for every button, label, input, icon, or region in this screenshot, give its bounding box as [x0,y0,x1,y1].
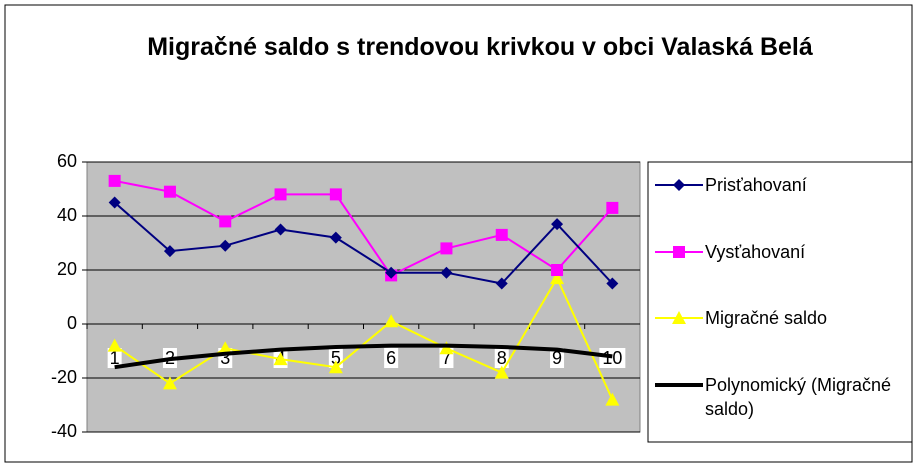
legend-box [647,161,913,443]
series-line [113,201,614,285]
marker [163,185,176,198]
x-label-bg [107,348,122,368]
series-line [114,275,614,401]
x-tick-label: 8 [497,348,507,368]
series-line [114,343,613,370]
marker [219,239,232,252]
marker [384,314,399,328]
x-label-bg [599,348,626,368]
x-label-bg [494,348,509,368]
marker [162,376,177,390]
x-label-bg [550,348,565,368]
legend-label: Polynomický (Migračné saldo) [705,375,892,419]
y-tick-label: -20 [51,367,77,387]
plot-area [86,161,641,433]
marker [108,174,121,187]
legend-marker [672,311,686,324]
marker [107,338,122,352]
x-tick-label: 7 [441,348,451,368]
marker [328,360,343,374]
marker [606,201,619,214]
y-tick-label: 20 [57,259,77,279]
marker [385,266,398,279]
marker [550,271,565,285]
marker [495,228,508,241]
marker [163,245,176,258]
marker [108,196,121,209]
marker [606,277,619,290]
legend-marker [673,246,685,258]
chart-title: Migračné saldo s trendovou krivkou v obc… [147,33,813,61]
marker [274,188,287,201]
marker [218,341,233,355]
marker [329,188,342,201]
x-tick-label: 9 [552,348,562,368]
x-tick-label: 5 [331,348,341,368]
x-label-bg [384,348,399,368]
marker [273,352,288,366]
legend-label: Prisťahovaní [705,175,807,195]
y-tick-label: 40 [57,205,77,225]
marker [551,264,564,276]
marker [495,277,508,290]
x-tick-label: 10 [602,348,622,368]
legend-label: Migračné saldo [705,308,828,328]
y-tick-label: -40 [51,421,77,441]
marker [440,242,453,255]
marker [605,392,620,406]
marker [439,341,454,355]
x-tick-label: 6 [386,348,396,368]
legend-marker [673,179,685,191]
x-tick-label: 1 [110,348,120,368]
marker [219,215,232,228]
marker [551,218,564,231]
y-tick-label: 0 [67,313,77,333]
x-tick-label: 3 [220,348,230,368]
marker [274,223,287,236]
marker [329,231,342,244]
marker [440,266,453,279]
y-tick-label: 60 [57,151,77,171]
legend-label: Vysťahovaní [705,242,806,262]
marker [494,365,509,379]
